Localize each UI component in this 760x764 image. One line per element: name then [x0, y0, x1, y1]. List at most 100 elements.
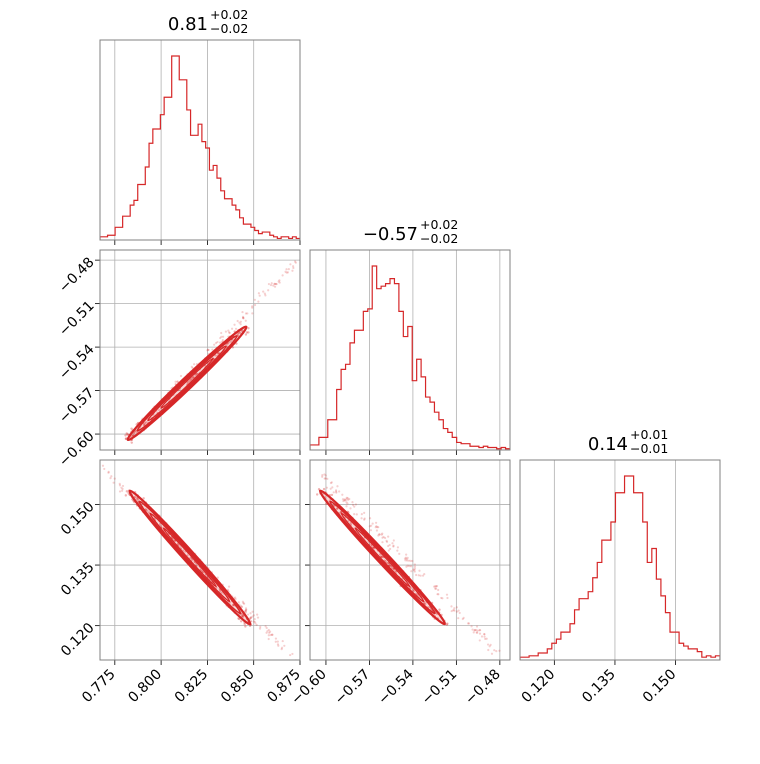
scatter-point	[247, 326, 250, 330]
scatter-point	[244, 607, 248, 610]
scatter-point	[278, 279, 281, 282]
scatter-point	[191, 558, 194, 561]
scatter-point	[285, 271, 288, 274]
scatter-point	[241, 614, 245, 617]
scatter-point	[433, 585, 436, 588]
scatter-point	[489, 643, 492, 646]
scatter-point	[244, 608, 248, 612]
scatter-point	[252, 620, 255, 623]
scatter-point	[375, 521, 378, 524]
scatter-point	[423, 602, 427, 606]
scatter-point	[271, 633, 274, 636]
scatter-point	[277, 280, 280, 283]
scatter-point	[457, 617, 460, 620]
scatter-point	[329, 481, 333, 485]
scatter-point	[255, 623, 258, 627]
scatter-point	[413, 570, 416, 573]
scatter-point	[458, 611, 461, 615]
scatter-point	[289, 653, 292, 657]
scatter-point	[280, 648, 283, 651]
scatter-point	[344, 499, 347, 502]
scatter-point	[188, 379, 191, 383]
scatter-group	[315, 473, 501, 655]
x-tick-label: 0.850	[218, 666, 258, 706]
scatter-point	[476, 629, 479, 632]
scatter-point	[380, 555, 383, 558]
param-title-lower: −0.02	[420, 231, 458, 246]
param-title-lower: −0.01	[630, 441, 668, 456]
scatter-point	[353, 513, 356, 516]
histogram-1	[310, 265, 510, 450]
param-title-upper: +0.02	[210, 7, 248, 22]
scatter-point	[389, 547, 392, 551]
scatter-point	[226, 588, 230, 591]
scatter-point	[240, 605, 243, 609]
scatter-point	[277, 644, 280, 647]
scatter-point	[227, 585, 231, 588]
scatter-point	[256, 616, 260, 619]
y-tick-label: 0.120	[58, 620, 98, 660]
x-tick-label: −0.54	[375, 666, 417, 708]
scatter-point	[283, 644, 286, 647]
scatter-point	[405, 553, 408, 556]
scatter-point	[392, 539, 395, 542]
scatter-point	[472, 631, 475, 634]
scatter-point	[343, 498, 346, 501]
scatter-point	[323, 473, 326, 476]
contour-level	[160, 357, 214, 409]
scatter-point	[242, 614, 245, 618]
scatter-point	[258, 627, 262, 630]
scatter-point	[462, 616, 465, 619]
scatter-point	[186, 380, 190, 384]
scatter-point	[381, 541, 384, 544]
scatter-point	[211, 348, 214, 351]
scatter-point	[475, 631, 478, 634]
scatter-point	[488, 645, 491, 648]
scatter-point	[380, 533, 383, 536]
scatter-point	[245, 331, 249, 334]
scatter-point	[103, 467, 106, 471]
scatter-point	[378, 533, 381, 536]
scatter-point	[409, 559, 412, 562]
scatter-point	[274, 637, 278, 640]
scatter-point	[289, 263, 292, 266]
scatter-point	[450, 605, 453, 608]
scatter-point	[495, 650, 498, 653]
scatter-point	[244, 625, 247, 628]
scatter-point	[368, 517, 372, 520]
scatter-point	[113, 477, 116, 480]
scatter-point	[347, 498, 350, 501]
scatter-point	[124, 437, 128, 440]
scatter-point	[387, 544, 390, 548]
scatter-point	[461, 617, 464, 621]
scatter-point	[387, 535, 390, 538]
scatter-point	[280, 646, 284, 649]
scatter-point	[413, 567, 417, 570]
scatter-point	[118, 490, 122, 493]
scatter-point	[374, 526, 377, 529]
y-tick-label: −0.51	[56, 298, 98, 340]
param-title-upper: +0.02	[420, 217, 458, 232]
scatter-point	[377, 526, 380, 529]
scatter-point	[130, 441, 133, 444]
scatter-point	[412, 568, 415, 571]
contour-level	[162, 527, 217, 588]
scatter-point	[120, 486, 123, 489]
scatter-point	[485, 637, 488, 640]
scatter-point	[349, 521, 352, 525]
scatter-point	[159, 522, 162, 525]
scatter-point	[107, 471, 110, 474]
scatter-point	[384, 536, 387, 540]
scatter-point	[434, 585, 437, 588]
scatter-point	[321, 475, 324, 478]
scatter-point	[371, 522, 374, 525]
scatter-point	[219, 341, 222, 344]
scatter-point	[110, 475, 113, 478]
scatter-point	[228, 331, 231, 334]
y-tick-label: −0.48	[56, 254, 98, 296]
param-title-value: 0.81	[168, 14, 208, 35]
scatter-group	[124, 260, 297, 444]
scatter-group	[101, 464, 297, 660]
scatter-point	[267, 634, 270, 637]
